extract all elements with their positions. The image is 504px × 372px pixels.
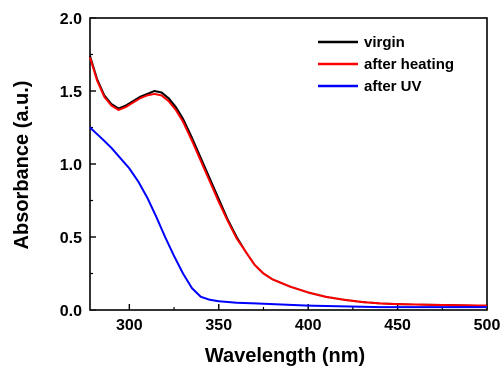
x-tick-label: 450 xyxy=(384,317,411,334)
legend-label: after UV xyxy=(364,78,422,95)
x-axis-title: Wavelength (nm) xyxy=(205,345,365,367)
series-line-after-heating xyxy=(89,57,488,307)
x-tick-label: 500 xyxy=(474,317,501,334)
y-axis-title: Absorbance (a.u.) xyxy=(11,81,33,250)
x-tick-label: 350 xyxy=(205,317,232,334)
series-line-virgin xyxy=(89,55,488,307)
legend-label: after heating xyxy=(364,56,454,73)
y-tick-label: 2.0 xyxy=(60,11,82,28)
series-line-after-uv xyxy=(89,126,487,309)
legend: virgin after heating after UV xyxy=(318,34,454,95)
legend-label: virgin xyxy=(364,34,405,51)
y-tick-label: 1.0 xyxy=(60,157,82,174)
series-lines xyxy=(89,55,488,309)
x-tick-label: 400 xyxy=(295,317,322,334)
x-tick-label: 300 xyxy=(116,317,143,334)
y-tick-label: 1.5 xyxy=(60,84,82,101)
y-tick-label: 0.0 xyxy=(60,303,82,320)
axes: 300 350 400 450 500 0.0 0.5 1.0 1.5 2.0 xyxy=(60,11,501,334)
y-tick-label: 0.5 xyxy=(60,230,82,247)
